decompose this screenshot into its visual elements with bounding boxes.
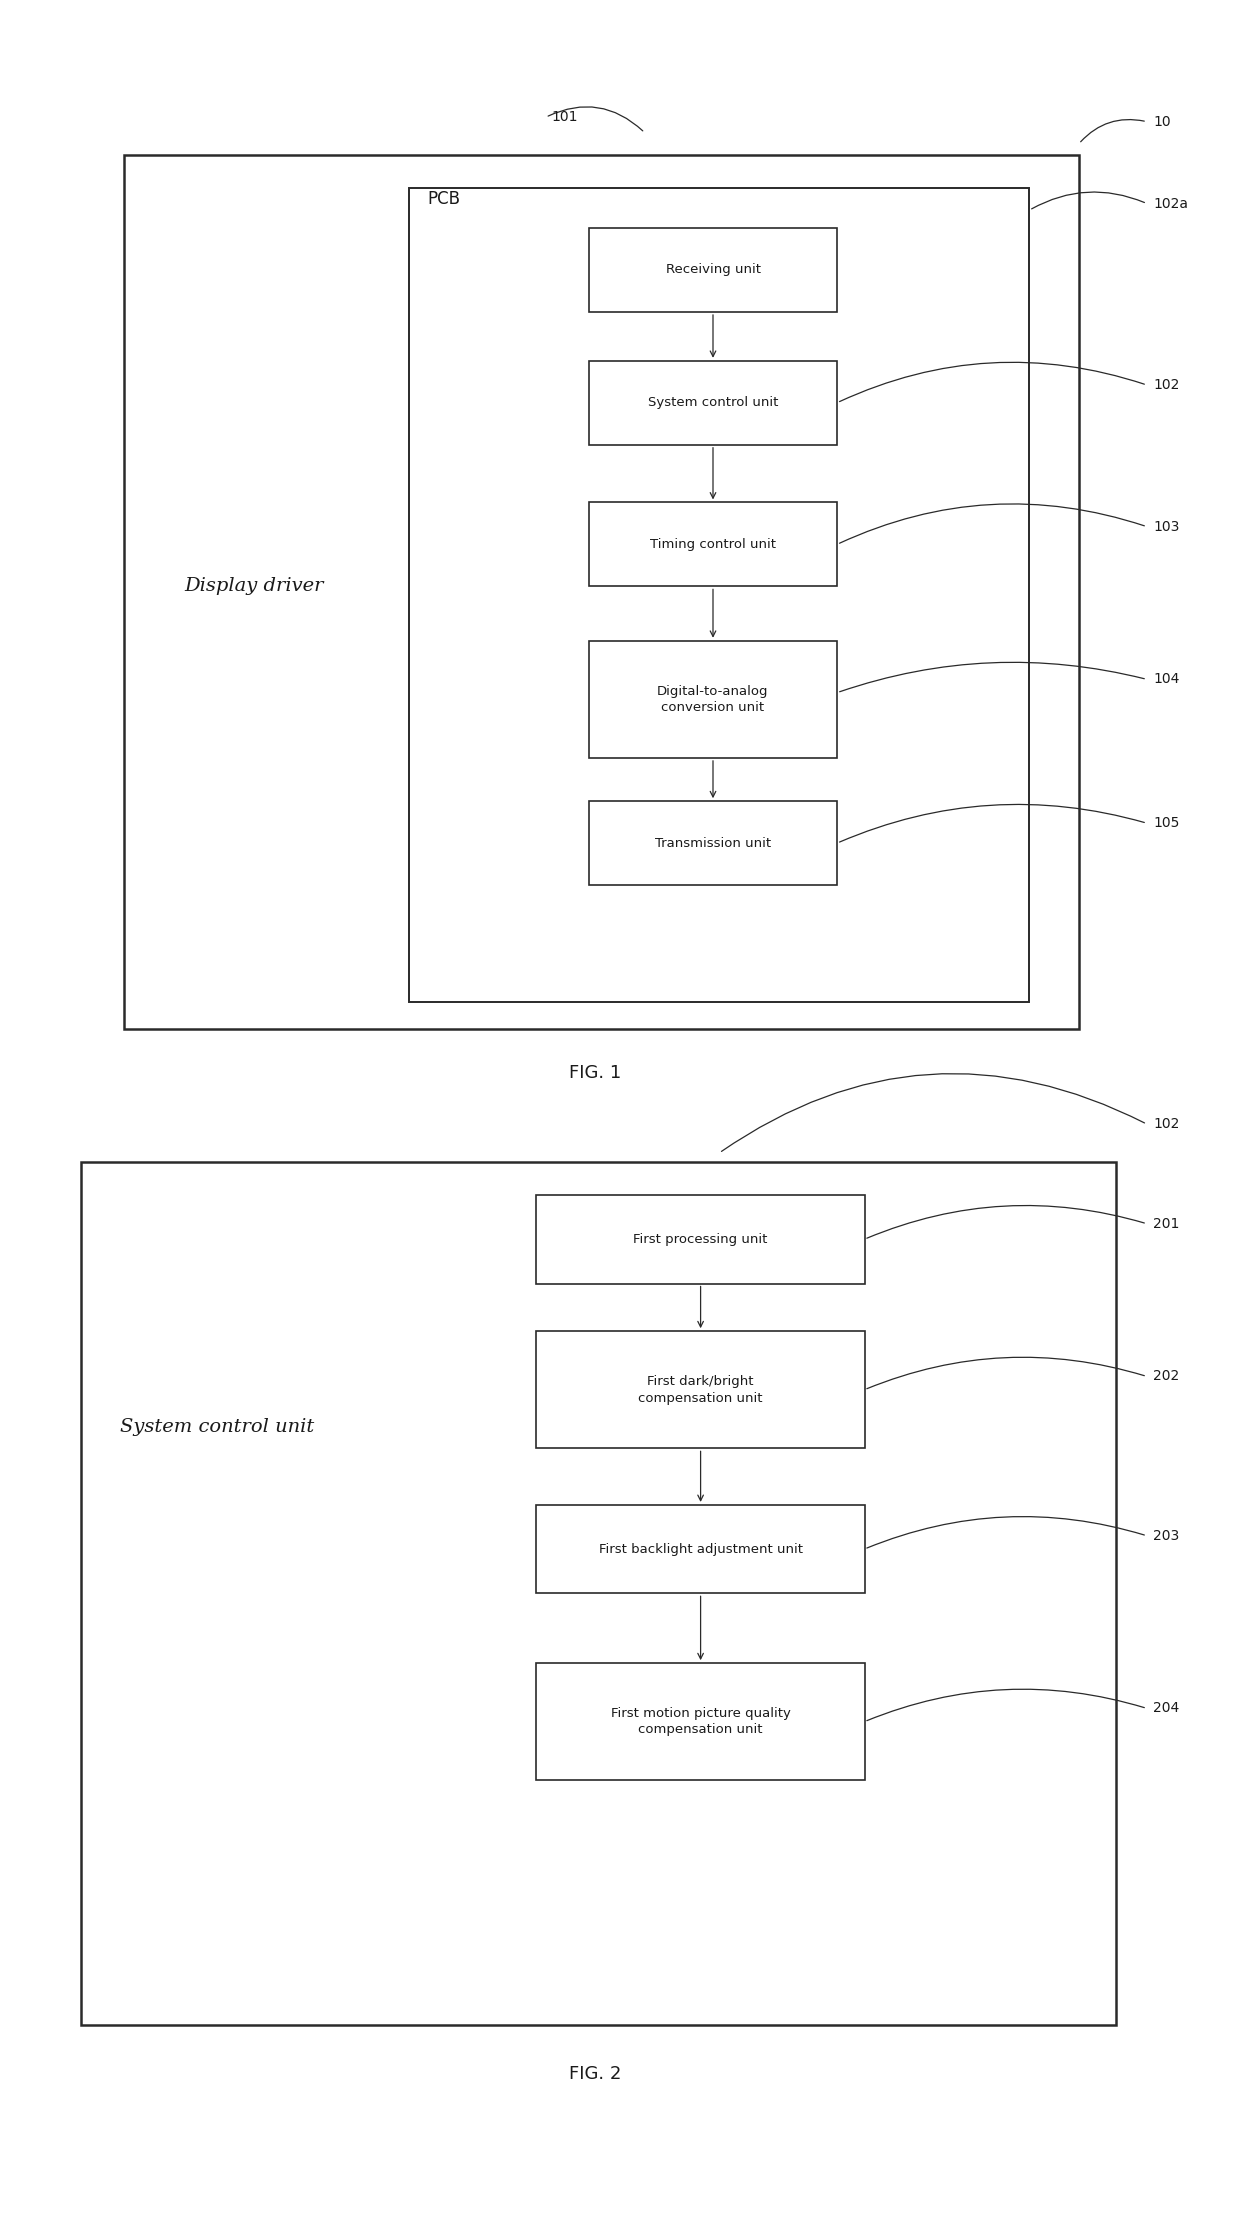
Text: 101: 101 <box>552 111 578 124</box>
Bar <box>589 640 837 757</box>
Bar <box>589 801 837 885</box>
Text: 102: 102 <box>1153 378 1179 392</box>
Bar <box>589 361 837 445</box>
Bar <box>589 502 837 586</box>
Text: PCB: PCB <box>428 190 461 208</box>
Text: 103: 103 <box>1153 520 1179 533</box>
Bar <box>409 188 1029 1002</box>
Bar <box>81 1162 1116 2025</box>
Text: Transmission unit: Transmission unit <box>655 837 771 850</box>
Text: FIG. 2: FIG. 2 <box>569 2065 621 2082</box>
Bar <box>589 228 837 312</box>
Text: First backlight adjustment unit: First backlight adjustment unit <box>599 1542 802 1556</box>
Bar <box>124 155 1079 1029</box>
Text: 202: 202 <box>1153 1370 1179 1383</box>
Bar <box>536 1505 866 1593</box>
Text: FIG. 1: FIG. 1 <box>569 1064 621 1082</box>
Text: System control unit: System control unit <box>647 396 779 409</box>
Text: 105: 105 <box>1153 817 1179 830</box>
Text: Receiving unit: Receiving unit <box>666 263 760 277</box>
Text: Display driver: Display driver <box>185 578 324 595</box>
Bar <box>536 1330 866 1447</box>
Text: 204: 204 <box>1153 1702 1179 1715</box>
Text: 201: 201 <box>1153 1217 1179 1230</box>
Text: 203: 203 <box>1153 1529 1179 1542</box>
Text: Timing control unit: Timing control unit <box>650 538 776 551</box>
Text: Digital-to-analog
conversion unit: Digital-to-analog conversion unit <box>657 684 769 715</box>
Bar <box>536 1195 866 1284</box>
Bar <box>536 1664 866 1779</box>
Text: 102: 102 <box>1153 1118 1179 1131</box>
Text: First dark/bright
compensation unit: First dark/bright compensation unit <box>639 1374 763 1405</box>
Text: 104: 104 <box>1153 673 1179 686</box>
Text: First processing unit: First processing unit <box>634 1233 768 1246</box>
Text: First motion picture quality
compensation unit: First motion picture quality compensatio… <box>610 1706 791 1737</box>
Text: System control unit: System control unit <box>120 1419 314 1436</box>
Text: 102a: 102a <box>1153 197 1188 210</box>
Text: 10: 10 <box>1153 115 1171 128</box>
